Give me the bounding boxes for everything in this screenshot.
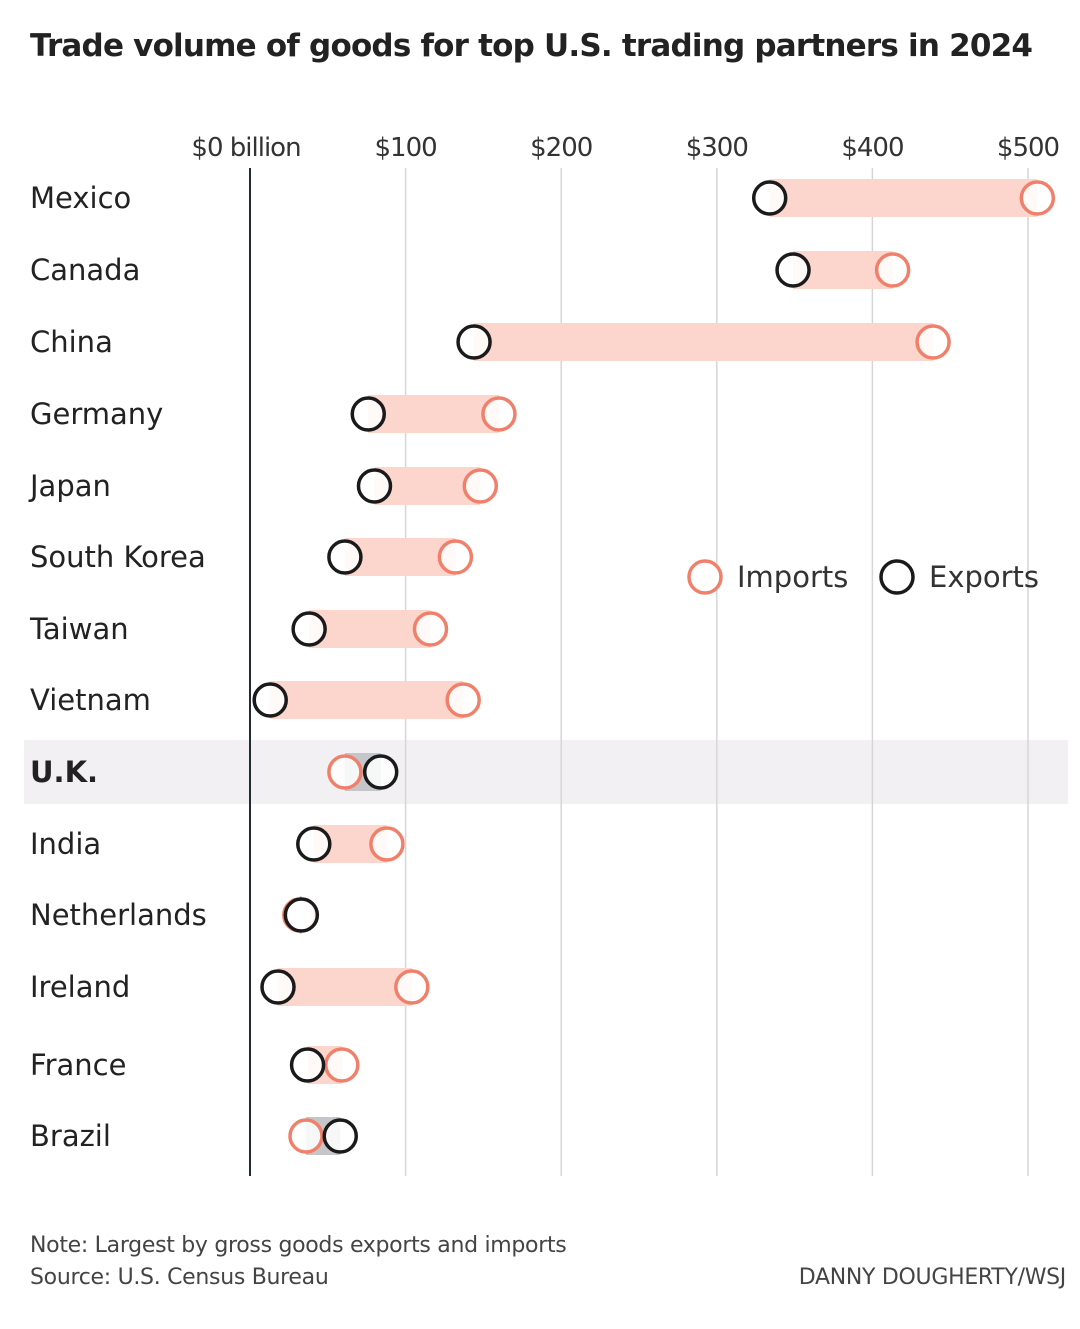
x-tick-label: $200 [530, 133, 592, 163]
gridlines [249, 168, 1029, 1176]
imports-dot [481, 396, 517, 432]
footer-note: Note: Largest by gross goods exports and… [30, 1233, 567, 1258]
legend-exports-label: Exports [929, 560, 1039, 594]
highlight-layer [24, 740, 1068, 804]
imports-dot [288, 1118, 324, 1154]
exports-dot [252, 682, 288, 718]
range-band [344, 538, 456, 576]
legend-imports-swatch [687, 559, 723, 595]
exports-dot [350, 396, 387, 432]
range-band [278, 968, 412, 1006]
category-label: Taiwan [29, 612, 129, 646]
range-band [270, 681, 464, 719]
range-band [769, 179, 1038, 217]
imports-dot [369, 826, 405, 862]
category-label: India [30, 827, 101, 861]
category-label: Mexico [30, 181, 131, 215]
footer-source: Source: U.S. Census Bureau [30, 1265, 329, 1290]
category-labels: Mexico Canada China Germany Japan South Korea… [28, 181, 207, 1153]
category-label: France [30, 1048, 126, 1082]
category-label: Netherlands [30, 898, 207, 932]
credit: DANNY DOUGHERTY/WSJ [798, 1265, 1067, 1290]
exports-dot [283, 897, 320, 933]
imports-dot [437, 539, 474, 575]
range-band [474, 323, 934, 361]
imports-dot [394, 969, 430, 1005]
category-label: Canada [30, 253, 140, 287]
x-tick-label: $300 [686, 133, 748, 163]
imports-dot [874, 252, 911, 288]
chart-title: Trade volume of goods for top U.S. tradi… [30, 28, 1033, 64]
imports-dot [324, 1047, 360, 1083]
range-band [368, 395, 499, 433]
category-label: U.K. [30, 755, 98, 789]
category-label: Germany [30, 397, 163, 431]
category-label: South Korea [30, 540, 206, 574]
range-band [309, 610, 431, 648]
highlight-row-band [24, 740, 1068, 804]
legend-imports-label: Imports [737, 560, 848, 594]
category-label: Ireland [30, 970, 130, 1004]
legend-exports-swatch [879, 559, 915, 595]
x-tick-label: $100 [375, 133, 437, 163]
footer: Note: Largest by gross goods exports and… [30, 1230, 567, 1294]
x-tick-label: $400 [841, 133, 903, 163]
exports-dot [456, 324, 492, 360]
exports-dot [289, 1047, 326, 1083]
category-label: China [30, 325, 113, 359]
exports-dot [260, 969, 296, 1005]
imports-dot [1019, 180, 1056, 216]
x-tick-labels: $0 billion $100 $200 $300 $400 $500 [191, 133, 1060, 163]
imports-dot [915, 324, 951, 360]
data-points [252, 180, 1056, 1154]
imports-dot [327, 754, 363, 790]
imports-dot [412, 611, 449, 647]
category-label: Vietnam [30, 683, 151, 717]
exports-dot [327, 539, 363, 575]
exports-dot [775, 252, 811, 288]
x-tick-label: $500 [997, 133, 1059, 163]
legend: Imports Exports [687, 559, 1039, 595]
imports-dot [462, 468, 499, 504]
exports-dot [291, 611, 327, 647]
imports-dot [445, 682, 481, 718]
x-tick-label: $0 billion [191, 133, 300, 163]
exports-dot [356, 468, 393, 504]
exports-dot [362, 754, 399, 790]
exports-dot [322, 1118, 358, 1154]
category-label: Japan [28, 469, 111, 503]
range-bands [270, 179, 1038, 1155]
exports-dot [296, 826, 332, 862]
exports-dot [751, 180, 788, 216]
category-label: Brazil [30, 1119, 111, 1153]
